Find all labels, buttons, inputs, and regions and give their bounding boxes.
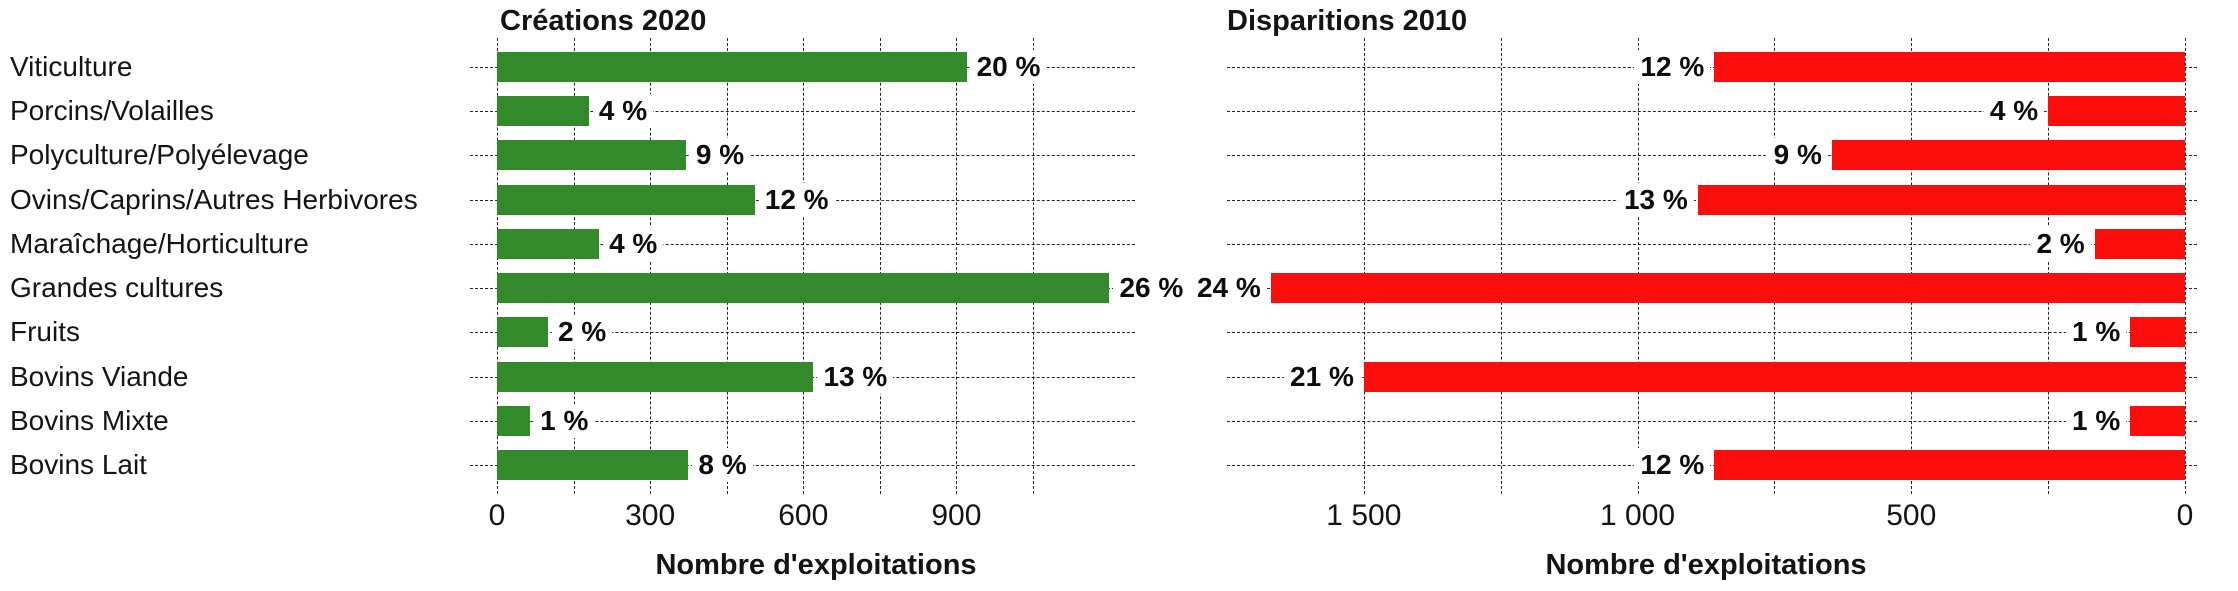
bar xyxy=(497,228,600,259)
bar xyxy=(497,361,814,392)
category-label: Bovins Mixte xyxy=(10,404,169,436)
gridline-horizontal xyxy=(470,243,1135,245)
gridline-horizontal xyxy=(1227,420,2197,422)
bar-value-label: 2 % xyxy=(2030,226,2091,261)
gridline-vertical xyxy=(2048,38,2050,494)
bar xyxy=(2130,405,2185,436)
bar-value-label: 13 % xyxy=(1617,182,1694,217)
bar xyxy=(497,96,589,127)
bar-value-label: 4 % xyxy=(592,94,654,129)
category-label: Maraîchage/Horticulture xyxy=(10,227,309,259)
gridline-horizontal xyxy=(470,332,1135,334)
bar-value-label: 12 % xyxy=(758,182,835,217)
gridline-horizontal xyxy=(1227,464,2197,466)
gridline-vertical xyxy=(1032,38,1034,494)
bar xyxy=(497,449,689,480)
bar-value-label: 4 % xyxy=(1983,94,2045,129)
gridline-vertical xyxy=(2185,38,2186,494)
bar xyxy=(2094,228,2185,259)
x-tick-label: 300 xyxy=(625,499,676,532)
bar xyxy=(1831,140,2185,171)
category-label: Fruits xyxy=(10,316,80,348)
category-label: Bovins Lait xyxy=(10,448,147,480)
bar xyxy=(497,140,686,171)
category-label: Viticulture xyxy=(10,51,133,82)
bar xyxy=(2048,96,2185,127)
bar xyxy=(1363,361,2185,392)
category-label: Grandes cultures xyxy=(10,272,224,304)
gridline-vertical xyxy=(1911,38,1913,494)
gridline-vertical xyxy=(726,38,728,494)
bar-value-label: 20 % xyxy=(970,50,1047,84)
bar-value-label: 2 % xyxy=(552,315,613,350)
bar-value-label: 1 % xyxy=(2066,315,2127,350)
bar xyxy=(497,317,549,348)
gridline-horizontal xyxy=(470,155,1135,157)
gridline-vertical xyxy=(803,38,805,494)
category-label: Ovins/Caprins/Autres Herbivores xyxy=(10,183,418,215)
bar-value-label: 1 % xyxy=(534,403,595,438)
gridline-horizontal xyxy=(470,420,1135,422)
gridline-horizontal xyxy=(470,464,1135,466)
bar-value-label: 12 % xyxy=(1634,50,1711,84)
bar xyxy=(1697,184,2185,215)
gridline-horizontal xyxy=(1227,332,2197,334)
gridline-vertical xyxy=(1500,38,1502,494)
x-tick-label: 1 500 xyxy=(1326,499,1402,532)
x-tick-label: 500 xyxy=(1886,499,1937,532)
gridline-vertical xyxy=(1363,38,1365,494)
gridline-horizontal xyxy=(1227,243,2197,245)
bar xyxy=(497,405,531,436)
bar-value-label: 9 % xyxy=(1767,138,1828,173)
category-label: Polyculture/Polyélevage xyxy=(10,139,309,171)
bar-value-label: 13 % xyxy=(817,359,894,394)
gridline-vertical xyxy=(650,38,652,494)
gridline-vertical xyxy=(1637,38,1639,494)
gridline-vertical xyxy=(956,38,958,494)
bar-value-label: 24 % xyxy=(1190,271,1267,306)
left-x-axis-title: Nombre d'exploitations xyxy=(655,549,977,581)
bar xyxy=(497,273,1110,304)
category-label: Porcins/Volailles xyxy=(10,95,214,127)
bar-value-label: 1 % xyxy=(2066,403,2127,438)
bar xyxy=(497,184,755,215)
bar xyxy=(2130,317,2185,348)
x-tick-label: 0 xyxy=(488,499,506,532)
x-tick-label: 1 000 xyxy=(1600,499,1676,532)
left-panel-title: Créations 2020 xyxy=(500,5,707,37)
bar-value-label: 26 % xyxy=(1113,271,1190,306)
bar xyxy=(1270,273,2185,304)
right-panel-title: Disparitions 2010 xyxy=(1227,5,1468,37)
gridline-horizontal xyxy=(1227,155,2197,157)
x-tick-label: 900 xyxy=(931,499,982,532)
gridline-vertical xyxy=(879,38,881,494)
bar xyxy=(1714,449,2185,480)
bar-value-label: 9 % xyxy=(689,138,751,173)
gridline-horizontal xyxy=(1227,111,2197,113)
gridline-vertical xyxy=(497,38,498,494)
bar-value-label: 12 % xyxy=(1634,447,1711,482)
bar-value-label: 8 % xyxy=(692,447,753,482)
bar-value-label: 21 % xyxy=(1284,359,1360,394)
right-x-axis-title: Nombre d'exploitations xyxy=(1545,549,1867,581)
bar xyxy=(1714,52,2185,82)
x-tick-label: 600 xyxy=(778,499,829,532)
category-label: Bovins Viande xyxy=(10,360,189,392)
gridline-vertical xyxy=(573,38,575,494)
bar-value-label: 4 % xyxy=(603,226,664,261)
gridline-vertical xyxy=(1774,38,1776,494)
x-tick-label: 0 xyxy=(2176,499,2194,532)
gridline-horizontal xyxy=(1227,67,2197,68)
gridline-horizontal xyxy=(470,111,1135,113)
bar xyxy=(497,52,967,82)
